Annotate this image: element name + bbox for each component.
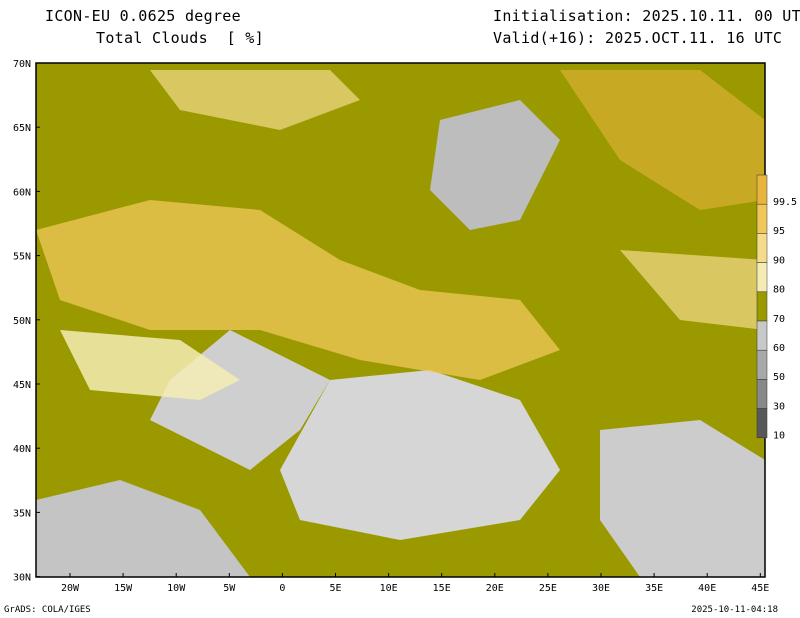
mediterranean-clear-area [280,370,560,540]
lat-label: 60N [13,187,31,198]
init-time: Initialisation: 2025.10.11. 00 UTC [493,7,800,25]
lon-label: 15W [114,583,133,594]
lat-label: 65N [13,123,31,134]
lon-label: 25E [539,583,557,594]
model-title: ICON-EU 0.0625 degree [45,7,241,25]
east-med-clear-area [600,420,765,577]
footer-timestamp: 2025-10-11-04:18 [691,605,778,615]
biscay-cloud-band [60,330,240,400]
colorbar-swatch [756,320,768,351]
lon-label: 5E [329,583,341,594]
colorbar-swatch [756,379,768,409]
colorbar-swatch [756,262,768,293]
colorbar-label: 90 [773,255,785,266]
colorbar-swatch [756,291,768,322]
lon-label: 0 [279,583,285,594]
valid-time: Valid(+16): 2025.OCT.11. 16 UTC [493,29,783,47]
longitude-labels: 20W 15W 10W 5W 0 5E 10E 15E 20E 25E 30E 35E 40E 45E [61,573,769,594]
lon-label: 10E [380,583,398,594]
colorbar-label: 60 [773,343,785,354]
map-field [36,63,765,577]
colorbar-label: 99.5 [773,197,797,208]
colorbar-swatch [756,174,768,205]
lon-label: 30E [592,583,610,594]
lon-label: 20W [61,583,80,594]
lon-label: 10W [167,583,186,594]
colorbar-label: 10 [773,431,785,442]
lon-label: 45E [751,583,769,594]
variable-title: Total Clouds [ %] [96,29,264,47]
lat-label: 30N [13,573,31,584]
atlantic-south-clear-area [36,480,250,577]
colorbar-label: 70 [773,314,785,325]
lon-label: 35E [645,583,663,594]
colorbar-label: 95 [773,226,785,237]
lon-label: 5W [223,583,236,594]
colorbar-swatch [756,349,768,380]
lon-label: 40E [698,583,716,594]
colorbar-swatch [756,408,768,439]
colorbar-swatch [756,233,768,263]
central-europe-cloud-band [36,200,560,380]
lat-label: 50N [13,316,31,327]
scandinavia-clear-area [430,100,560,230]
lat-label: 55N [13,252,31,263]
norwegian-sea-cloud-band [150,70,360,130]
lon-label: 15E [433,583,451,594]
lat-label: 45N [13,380,31,391]
lat-label: 70N [13,59,31,70]
lon-label: 20E [486,583,504,594]
latitude-labels: 70N 65N 60N 55N 50N 45N 40N 35N 30N [13,59,40,584]
colorbar-label: 30 [773,401,785,412]
colorbar-label: 50 [773,372,785,383]
colorbar: 99.5 95 90 80 70 60 50 30 10 [756,174,797,442]
russia-cloud-band [620,250,765,330]
colorbar-label: 80 [773,285,785,296]
colorbar-swatch [756,203,768,234]
footer-grads-credit: GrADS: COLA/IGES [4,605,91,615]
lat-label: 35N [13,508,31,519]
northeast-cloud-band [560,70,765,210]
lat-label: 40N [13,444,31,455]
